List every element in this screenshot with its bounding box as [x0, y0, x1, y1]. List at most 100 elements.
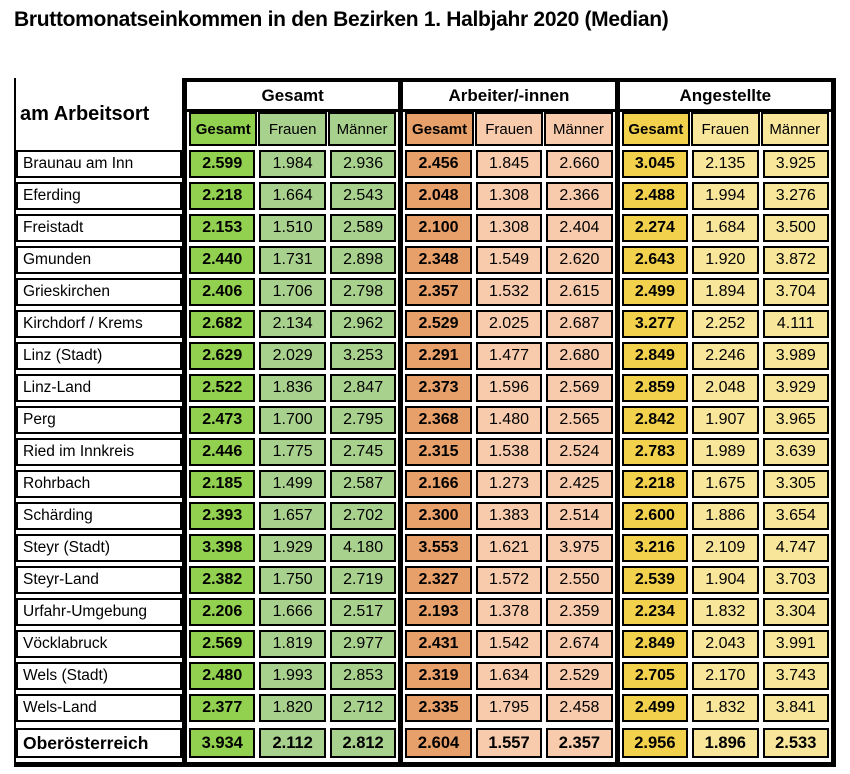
value-cell: 3.991: [762, 630, 829, 658]
value-cell: 2.393: [189, 502, 256, 530]
value-cell: 2.112: [259, 728, 326, 758]
value-cell: 3.500: [762, 214, 829, 242]
district-cell: Grieskirchen: [16, 278, 182, 306]
value-cell: 3.253: [329, 342, 397, 370]
table-row: 2.539 1.904 3.703: [620, 566, 831, 594]
value-cell: 1.657: [259, 502, 326, 530]
income-table: am Arbeitsort Braunau am Inn Eferding Frei…: [14, 78, 836, 767]
value-cell: 2.048: [692, 374, 759, 402]
table-row: 2.206 1.666 2.517: [187, 598, 398, 626]
value-cell: 2.898: [329, 246, 397, 274]
value-cell: 2.550: [546, 566, 613, 594]
value-cell: 2.600: [621, 502, 689, 530]
value-cell: 2.569: [546, 374, 613, 402]
value-cell: 2.569: [189, 630, 256, 658]
value-cell: 3.925: [762, 150, 829, 178]
group-header-gesamt: Gesamt: [187, 78, 399, 112]
district-cell: Wels (Stadt): [16, 662, 182, 690]
value-cell: 2.473: [189, 406, 256, 434]
value-cell: 2.499: [621, 278, 689, 306]
district-cell: Kirchdorf / Krems: [16, 310, 182, 338]
value-cell: 1.308: [475, 182, 543, 210]
value-cell: 2.252: [692, 310, 759, 338]
district-cell: Eferding: [16, 182, 182, 210]
district-cell: Braunau am Inn: [16, 150, 182, 178]
table-row: 2.499 1.894 3.704: [620, 278, 831, 306]
value-cell: 2.100: [405, 214, 472, 242]
value-cell: 2.406: [189, 278, 256, 306]
table-row: 2.522 1.836 2.847: [187, 374, 398, 402]
table-row: 2.218 1.675 3.305: [620, 470, 831, 498]
value-cell: 2.620: [546, 246, 613, 274]
total-row: 2.956 1.896 2.533: [620, 728, 831, 758]
column-group-gesamt: Gesamt Gesamt Frauen Männer 2.599 1.984 2.…: [182, 78, 399, 762]
value-cell: 2.674: [546, 630, 613, 658]
value-cell: 2.849: [621, 630, 689, 658]
value-cell: 2.185: [189, 470, 256, 498]
value-cell: 2.357: [405, 278, 472, 306]
value-cell: 3.989: [762, 342, 829, 370]
value-cell: 2.795: [329, 406, 397, 434]
table-row: 2.406 1.706 2.798: [187, 278, 398, 306]
value-cell: 2.043: [692, 630, 759, 658]
subheader-frauen: Frauen: [474, 112, 544, 146]
value-cell: 1.795: [475, 694, 543, 722]
table-row: 2.480 1.993 2.853: [187, 662, 398, 690]
value-cell: 1.477: [475, 342, 543, 370]
value-cell: 4.111: [762, 310, 829, 338]
district-cell: Schärding: [16, 502, 182, 530]
value-cell: 1.666: [259, 598, 326, 626]
value-cell: 3.743: [762, 662, 829, 690]
value-cell: 2.599: [189, 150, 256, 178]
table-row: 2.643 1.920 3.872: [620, 246, 831, 274]
table-row: 3.398 1.929 4.180: [187, 534, 398, 562]
value-cell: 1.557: [475, 728, 543, 758]
value-cell: 3.277: [621, 310, 689, 338]
value-cell: 1.684: [692, 214, 759, 242]
subheader-gesamt: Gesamt: [405, 112, 474, 146]
district-cell: Vöcklabruck: [16, 630, 182, 658]
value-cell: 2.274: [621, 214, 689, 242]
value-cell: 1.750: [259, 566, 326, 594]
value-cell: 1.675: [692, 470, 759, 498]
district-cell: Perg: [16, 406, 182, 434]
value-cell: 1.308: [475, 214, 543, 242]
value-cell: 2.604: [405, 728, 472, 758]
subheader-maenner: Männer: [327, 112, 397, 146]
district-cell: Rohrbach: [16, 470, 182, 498]
value-cell: 2.524: [546, 438, 613, 466]
value-cell: 3.965: [762, 406, 829, 434]
value-cell: 2.218: [621, 470, 689, 498]
value-cell: 3.216: [621, 534, 689, 562]
value-cell: 2.327: [405, 566, 472, 594]
table-row: 2.315 1.538 2.524: [403, 438, 614, 466]
value-cell: 2.660: [546, 150, 613, 178]
value-cell: 3.872: [762, 246, 829, 274]
district-cell: Steyr-Land: [16, 566, 182, 594]
table-row: 2.431 1.542 2.674: [403, 630, 614, 658]
value-cell: 1.549: [475, 246, 543, 274]
subheader-row: Gesamt Frauen Männer: [187, 112, 398, 146]
value-cell: 2.643: [621, 246, 689, 274]
value-cell: 2.719: [329, 566, 397, 594]
value-cell: 2.712: [329, 694, 397, 722]
value-cell: 2.404: [546, 214, 613, 242]
table-row: 2.842 1.907 3.965: [620, 406, 831, 434]
table-row: 2.153 1.510 2.589: [187, 214, 398, 242]
value-cell: 3.975: [546, 534, 613, 562]
value-cell: 2.458: [546, 694, 613, 722]
district-cell: Linz (Stadt): [16, 342, 182, 370]
value-cell: 3.934: [189, 728, 256, 758]
table-row: 2.377 1.820 2.712: [187, 694, 398, 722]
value-cell: 3.398: [189, 534, 256, 562]
value-cell: 1.700: [259, 406, 326, 434]
district-cell: Ried im Innkreis: [16, 438, 182, 466]
value-cell: 1.510: [259, 214, 326, 242]
page-title: Bruttomonatseinkommen in den Bezirken 1.…: [14, 8, 669, 31]
value-cell: 2.153: [189, 214, 256, 242]
value-cell: 2.565: [546, 406, 613, 434]
value-cell: 2.234: [621, 598, 689, 626]
value-cell: 1.993: [259, 662, 326, 690]
table-row: 2.319 1.634 2.529: [403, 662, 614, 690]
district-cell: Wels-Land: [16, 694, 182, 722]
